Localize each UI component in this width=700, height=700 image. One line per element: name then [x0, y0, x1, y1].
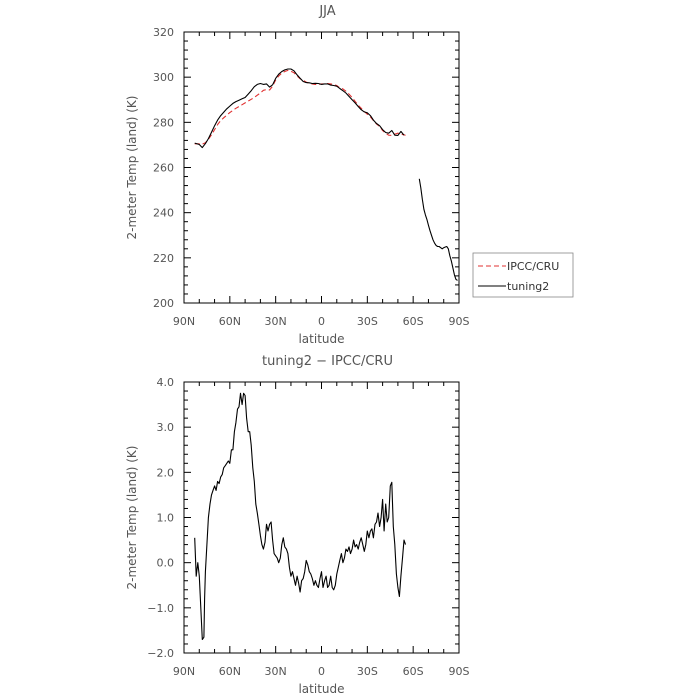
x-tick-label: 90N	[173, 315, 195, 328]
x-tick-label: 0	[318, 315, 325, 328]
plot-frame	[183, 381, 460, 654]
x-tick-label: 60N	[219, 315, 241, 328]
y-tick-label: 3.0	[157, 421, 175, 434]
y-tick-label: 200	[153, 297, 174, 310]
y-tick-label: 280	[153, 116, 174, 129]
x-tick-label: 30N	[265, 665, 287, 678]
y-tick-label: −1.0	[147, 602, 174, 615]
chart-panel-1: 90N 60N 30N 0 30S 60S 90S 200 220 240 260 280 300 320…	[125, 4, 574, 346]
chart-title: JJA	[318, 4, 335, 19]
y-tick-label: 0.0	[157, 557, 175, 570]
legend: IPCC/CRU tuning2	[472, 252, 574, 298]
y-tick-label: 240	[153, 207, 174, 220]
y-tick-label: 300	[153, 71, 174, 84]
x-tick-label: 30N	[265, 315, 287, 328]
x-tick-label: 0	[318, 665, 325, 678]
y-axis-label: 2-meter Temp (land) (K)	[125, 96, 139, 240]
chart-title: tuning2 − IPCC/CRU	[262, 354, 393, 369]
legend-entry: IPCC/CRU	[507, 260, 559, 273]
legend-box	[472, 252, 574, 298]
y-tick-label: 1.0	[157, 512, 175, 525]
x-tick-label: 90S	[449, 315, 470, 328]
x-axis-label: latitude	[298, 332, 344, 346]
y-tick-label: 320	[153, 26, 174, 39]
y-tick-label: 2.0	[157, 466, 175, 479]
legend-entry: tuning2	[507, 280, 549, 293]
x-tick-label: 60N	[219, 665, 241, 678]
x-tick-label: 60S	[403, 315, 424, 328]
series-line-2-segment-2	[418, 178, 458, 281]
x-axis-label: latitude	[298, 682, 344, 696]
y-axis-label: 2-meter Temp (land) (K)	[125, 446, 139, 590]
series-line-2-segment-1	[194, 68, 405, 149]
x-tick-label: 60S	[403, 665, 424, 678]
y-tick-label: −2.0	[147, 647, 174, 660]
series-line-1	[194, 69, 406, 145]
chart-panel-2: 90N 60N 30N 0 30S 60S 90S −2.0 −1.0 0.0 1.0 2.0 3.0 4…	[125, 354, 470, 696]
x-tick-label: 30S	[357, 315, 378, 328]
x-tick-label: 30S	[357, 665, 378, 678]
y-tick-label: 260	[153, 162, 174, 175]
x-tick-label: 90N	[173, 665, 195, 678]
plot-frame	[183, 31, 460, 304]
x-tick-label: 90S	[449, 665, 470, 678]
y-tick-label: 220	[153, 252, 174, 265]
y-tick-label: 4.0	[157, 376, 175, 389]
series-line-1	[194, 392, 407, 641]
